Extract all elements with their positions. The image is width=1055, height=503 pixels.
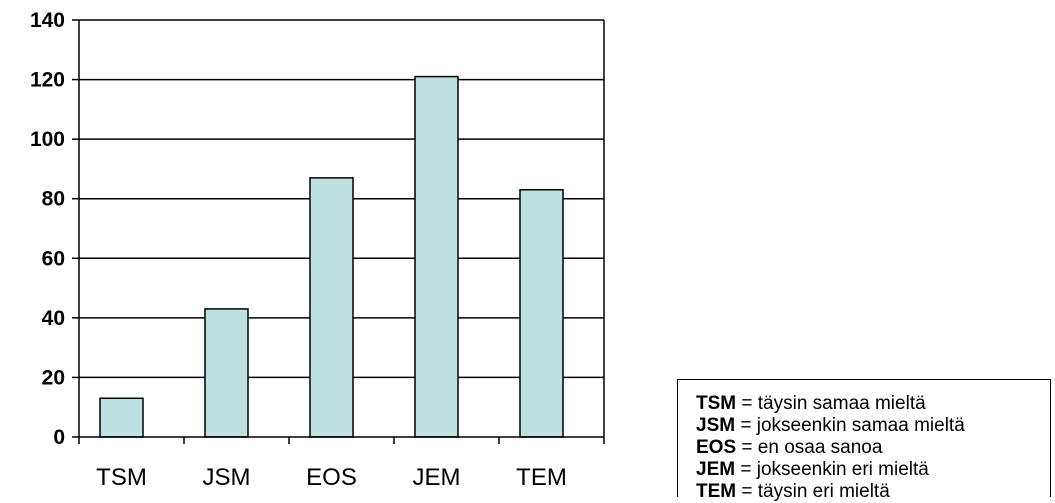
legend-text: jokseenkin eri mieltä <box>756 459 929 480</box>
legend-abbr: TSM <box>696 393 737 414</box>
legend-entry-tem: TEM = täysin eri mieltä <box>696 481 1050 503</box>
legend-entry-jem: JEM = jokseenkin eri mieltä <box>696 459 1050 481</box>
legend-entry-eos: EOS = en osaa sanoa <box>696 437 1050 459</box>
legend-text: en osaa sanoa <box>757 437 883 458</box>
legend-abbr: EOS <box>696 437 737 458</box>
legend-sep: = <box>735 459 757 480</box>
legend-abbr: JEM <box>696 459 736 480</box>
x-tick-label-eos: EOS <box>306 464 357 491</box>
legend-text: jokseenkin samaa mieltä <box>756 415 965 436</box>
y-tick-label: 60 <box>42 247 65 270</box>
x-tick-label-jem: JEM <box>413 464 461 491</box>
y-tick-label: 140 <box>30 9 65 32</box>
bar-tem <box>519 189 564 438</box>
bar-jem <box>414 75 459 438</box>
bar-jsm <box>204 308 249 438</box>
y-tick-label: 80 <box>42 188 65 211</box>
legend: TSM = täysin samaa mieltä JSM = jokseenk… <box>677 379 1051 502</box>
legend-sep: = <box>736 437 758 458</box>
y-tick-label: 0 <box>53 426 65 449</box>
y-tick-label: 120 <box>30 69 65 92</box>
x-tick-label-tem: TEM <box>516 464 567 491</box>
legend-text: täysin eri mieltä <box>757 481 890 502</box>
legend-sep: = <box>736 481 758 502</box>
legend-abbr: JSM <box>696 415 736 436</box>
bar-chart: 0 20 40 60 80 100 120 140 TSM JSM EOS JEM TEM <box>30 9 605 491</box>
x-tick-label-jsm: JSM <box>203 464 251 491</box>
chart-svg: 0 20 40 60 80 100 120 140 TSM JSM EOS JEM TEM <box>30 9 605 491</box>
y-tick-label: 40 <box>42 307 65 330</box>
y-tick-label: 20 <box>42 366 65 389</box>
bar-eos <box>309 177 354 438</box>
y-tick-label: 100 <box>30 128 65 151</box>
legend-text: täysin samaa mieltä <box>757 393 926 414</box>
x-tick-label-tsm: TSM <box>96 464 147 491</box>
legend-entry-jsm: JSM = jokseenkin samaa mieltä <box>696 415 1050 437</box>
legend-sep: = <box>736 393 758 414</box>
bar-tsm <box>99 397 144 438</box>
legend-entry-tsm: TSM = täysin samaa mieltä <box>696 393 1050 415</box>
legend-sep: = <box>735 415 757 436</box>
legend-abbr: TEM <box>696 481 737 502</box>
